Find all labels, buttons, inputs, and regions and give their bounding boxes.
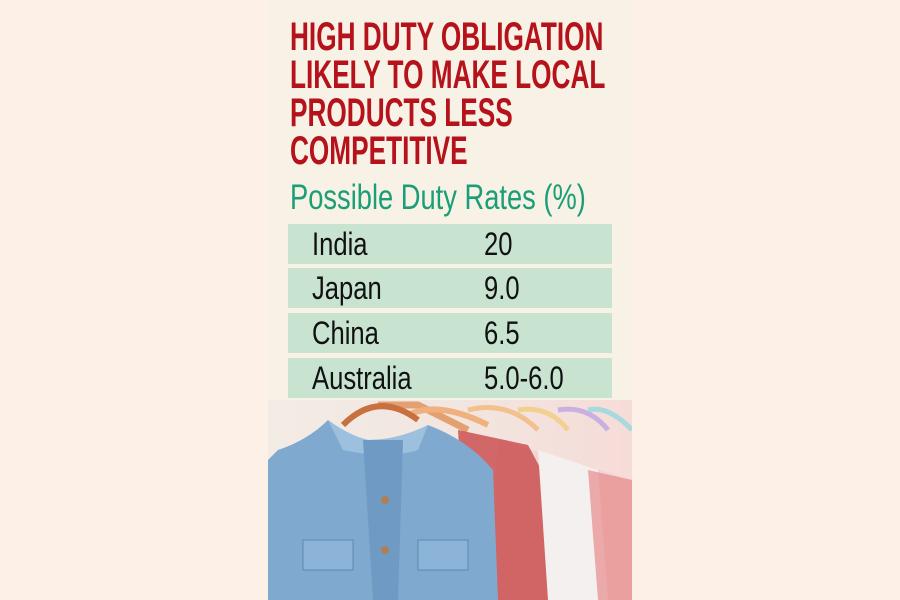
country-cell: China	[312, 315, 379, 351]
rate-cell: 6.5	[484, 315, 520, 351]
denim-jacket	[268, 403, 498, 600]
infographic-panel: HIGH DUTY OBLIGATION LIKELY TO MAKE LOCA…	[268, 0, 632, 600]
clothes-on-hangers-photo	[268, 400, 632, 600]
table-row: China 6.5	[288, 313, 612, 353]
clothes-illustration	[268, 401, 632, 600]
rate-cell: 20	[484, 226, 513, 262]
country-cell: Japan	[312, 270, 382, 306]
country-cell: India	[312, 226, 368, 262]
table-row: Japan 9.0	[288, 268, 612, 308]
headline-line: COMPETITIVE	[290, 129, 468, 173]
headline-line: LIKELY TO MAKE LOCAL	[290, 53, 606, 97]
headline-line: HIGH DUTY OBLIGATION	[290, 15, 604, 59]
headline: HIGH DUTY OBLIGATION LIKELY TO MAKE LOCA…	[290, 15, 611, 173]
country-cell: Australia	[312, 360, 412, 396]
headline-line: PRODUCTS LESS	[290, 91, 513, 135]
rate-cell: 9.0	[484, 270, 520, 306]
table-row: India 20	[288, 224, 612, 264]
table-row: Australia 5.0-6.0	[288, 358, 612, 398]
table-subtitle: Possible Duty Rates (%)	[290, 178, 586, 217]
rate-cell: 5.0-6.0	[484, 360, 564, 396]
hanger-row	[378, 401, 632, 434]
